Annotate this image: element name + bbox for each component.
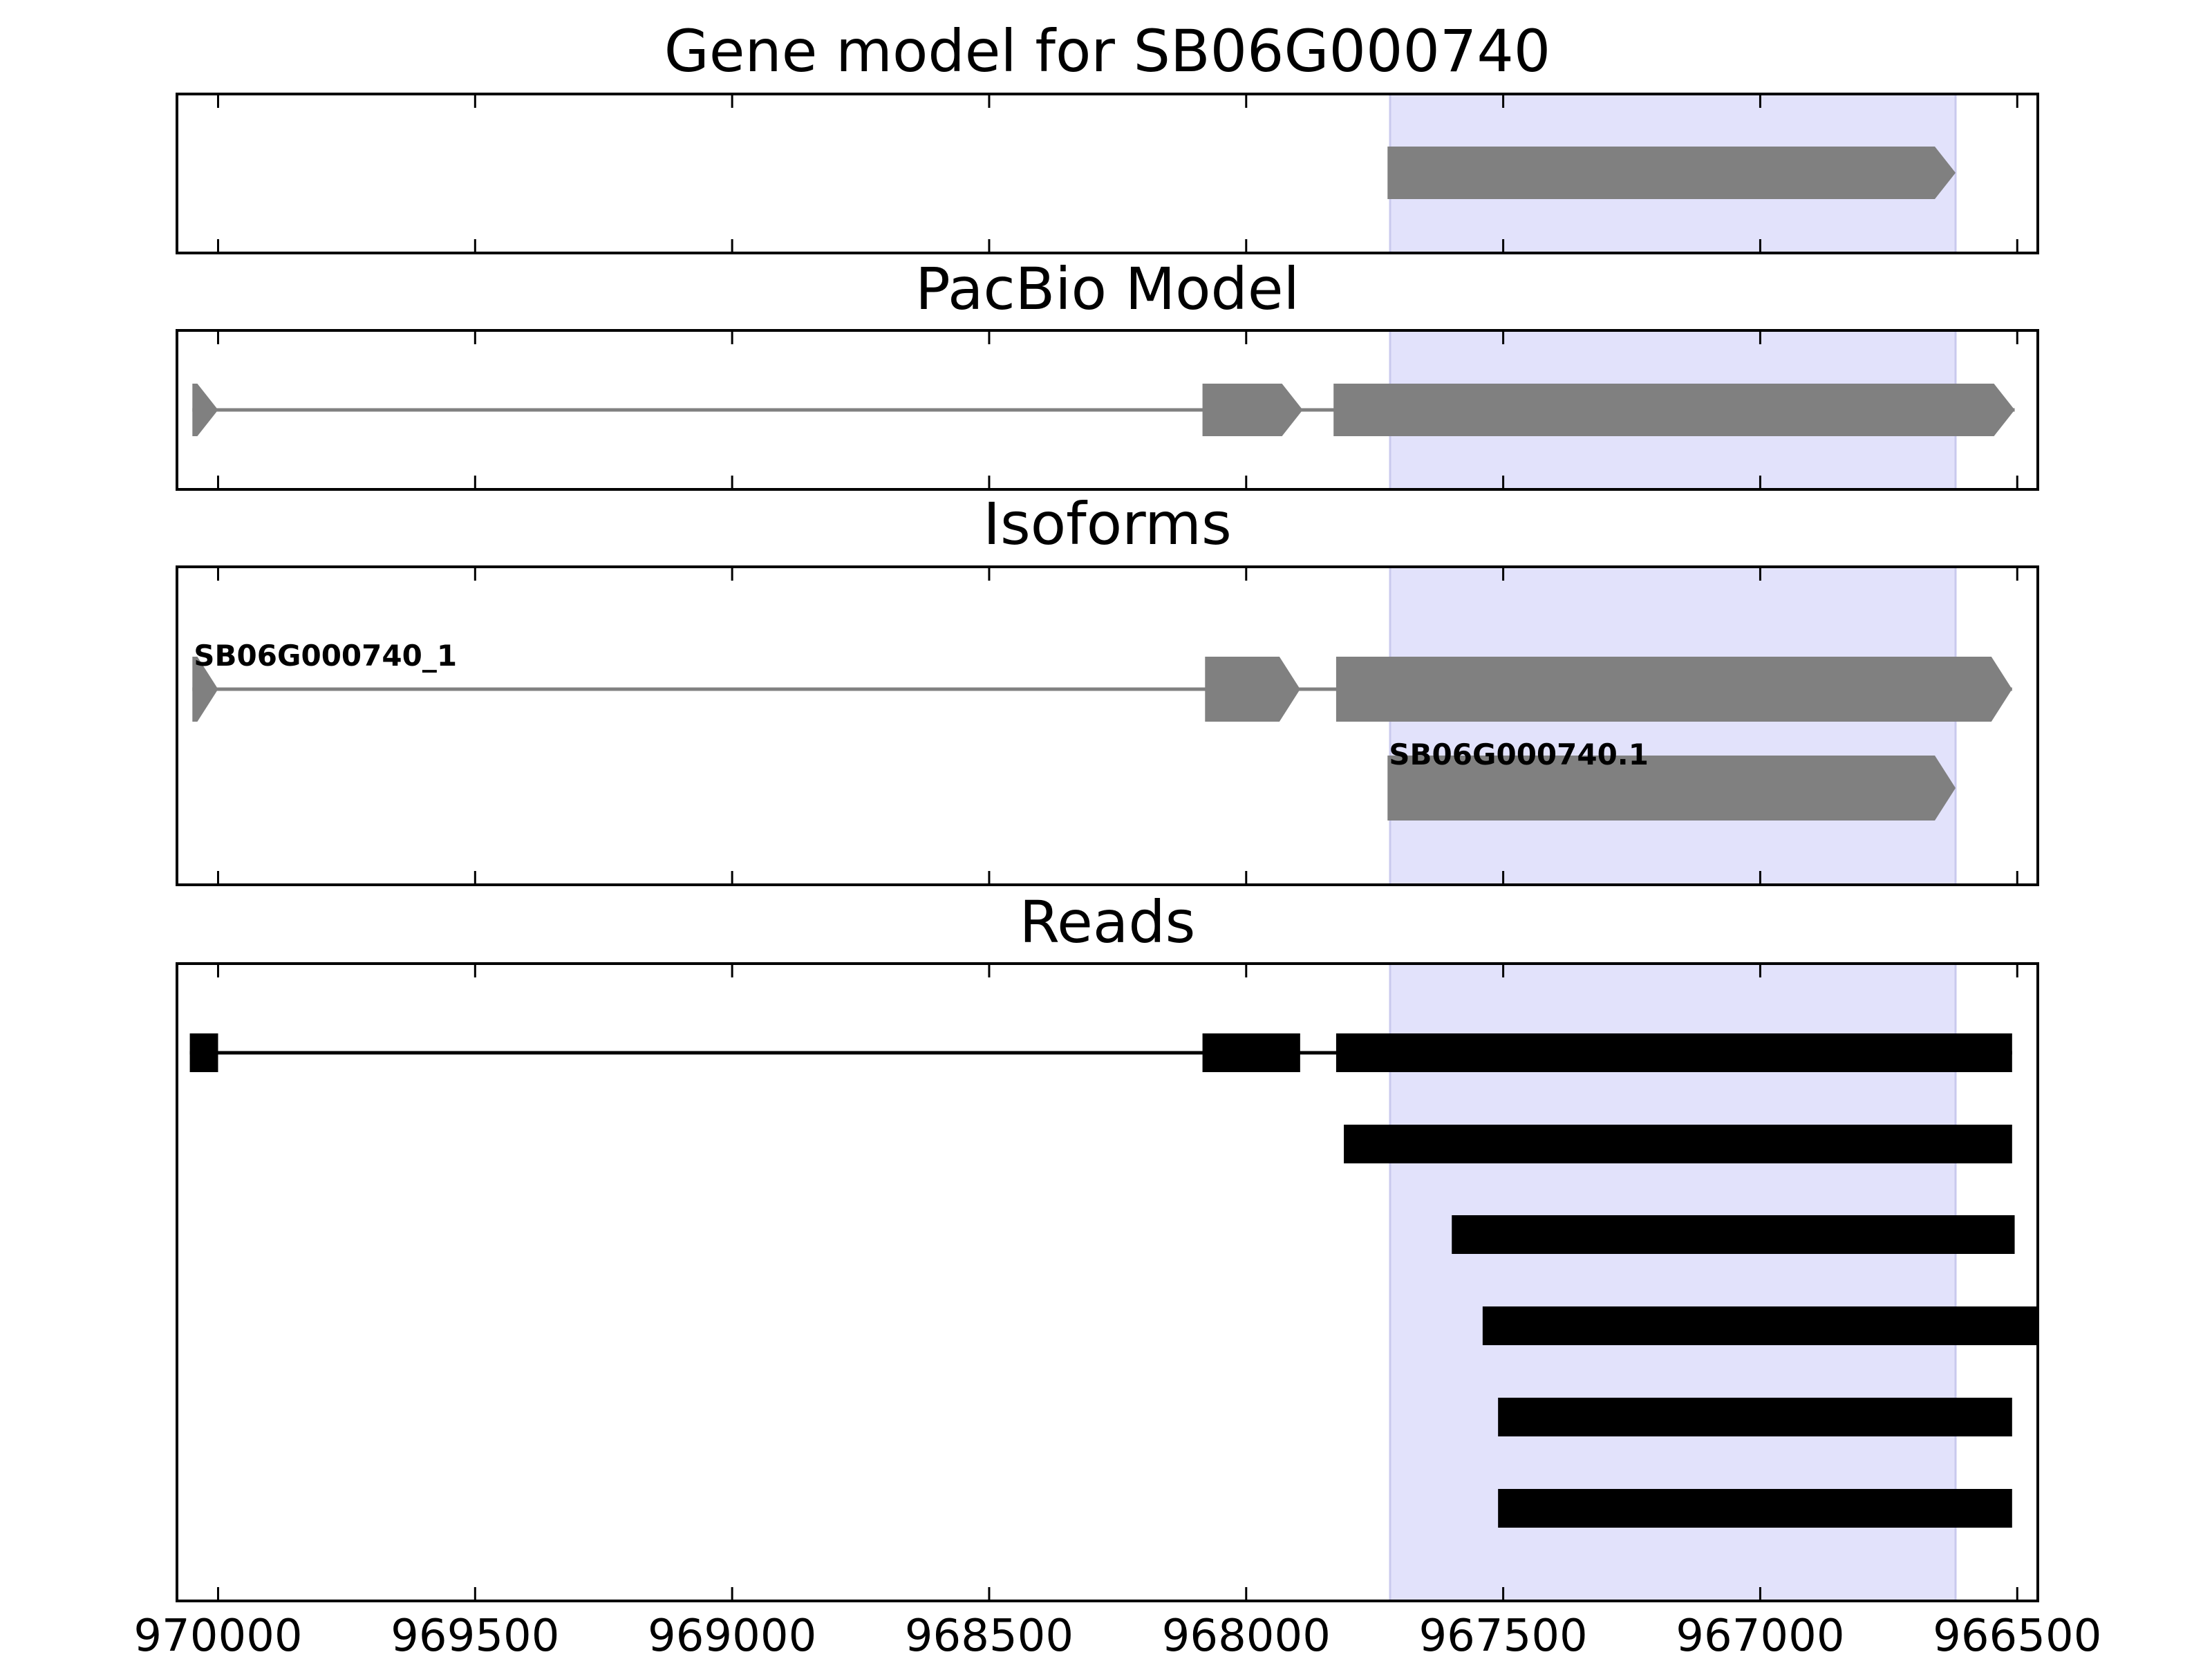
read-block xyxy=(1482,1306,2038,1345)
read-track xyxy=(1498,1489,2012,1528)
panel-frame xyxy=(176,329,2039,491)
highlight-region xyxy=(1389,565,1957,886)
panel-pacbio-model: PacBio Model xyxy=(176,255,2039,491)
gene-model-model xyxy=(1387,147,1956,199)
isoforms-model: SB06G000740.1 xyxy=(1387,738,1956,821)
x-tick-label: 968000 xyxy=(1162,1611,1331,1659)
panel-frame xyxy=(176,93,2039,254)
panel-title: Isoforms xyxy=(983,490,1232,558)
x-tick-label: 969000 xyxy=(648,1611,816,1659)
read-track xyxy=(1344,1125,2012,1163)
read-track xyxy=(1482,1306,2038,1345)
x-tick-label: 966500 xyxy=(1933,1611,2101,1659)
read-block xyxy=(189,1033,218,1072)
isoform-label: SB06G000740_1 xyxy=(194,639,457,673)
exon-block xyxy=(1335,657,2012,722)
panel-reads: Reads xyxy=(176,888,2039,1602)
x-tick-label: 968500 xyxy=(905,1611,1074,1659)
panel-title: PacBio Model xyxy=(915,255,1300,323)
panel-isoforms: Isoforms SB06G000740_1 SB06G000740.1 xyxy=(176,490,2039,886)
x-tick-label: 967000 xyxy=(1676,1611,1844,1659)
read-block xyxy=(1498,1398,2012,1436)
exon-block xyxy=(192,384,218,436)
x-axis-tick-labels: 970000 969500 969000 968500 968000 967500 9670… xyxy=(133,1611,2101,1659)
x-tick-label: 967500 xyxy=(1418,1611,1587,1659)
read-block xyxy=(1202,1033,1300,1072)
exon-block xyxy=(192,657,218,722)
exon-block xyxy=(1202,384,1303,436)
panel-frame xyxy=(176,565,2039,886)
exon-block xyxy=(1205,657,1300,722)
read-track xyxy=(1452,1215,2015,1254)
panel-title: Gene model for SB06G000740 xyxy=(664,17,1550,85)
exon-block xyxy=(1387,756,1956,821)
read-block xyxy=(1335,1033,2012,1072)
read-block xyxy=(1344,1125,2012,1163)
panel-gene-model: Gene model for SB06G000740 xyxy=(176,17,2039,254)
read-block xyxy=(1498,1489,2012,1528)
read-track xyxy=(1498,1398,2012,1436)
isoforms-model: SB06G000740_1 xyxy=(192,639,2012,722)
read-track xyxy=(189,1033,2012,1072)
panel-title: Reads xyxy=(1020,888,1196,956)
read-block xyxy=(1452,1215,2015,1254)
x-tick-label: 970000 xyxy=(133,1611,302,1659)
isoform-label: SB06G000740.1 xyxy=(1389,738,1649,771)
exon-block xyxy=(1387,147,1956,199)
x-tick-label: 969500 xyxy=(391,1611,559,1659)
panel-frame xyxy=(176,962,2039,1602)
exon-block xyxy=(1333,384,2015,436)
pacbio-model-model xyxy=(192,384,2015,436)
